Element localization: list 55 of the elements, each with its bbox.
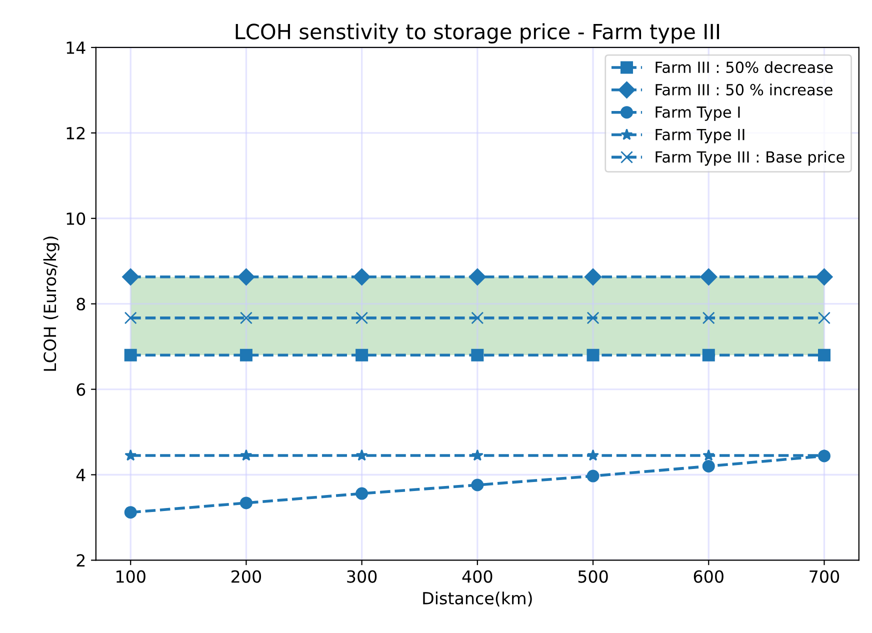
point — [816, 268, 833, 286]
point — [700, 268, 718, 286]
point — [587, 449, 600, 461]
point — [238, 268, 255, 286]
legend-label: Farm Type III : Base price — [656, 150, 844, 166]
point — [240, 496, 252, 510]
x-axis-title: Distance(km) — [423, 592, 532, 606]
point — [240, 348, 252, 362]
y-tick-label: 10 — [66, 212, 86, 225]
point — [240, 449, 252, 461]
y-tick-label: 2 — [76, 554, 85, 567]
point — [240, 312, 252, 324]
point — [471, 478, 484, 492]
y-axis-title: LCOH (Euros/kg) — [43, 236, 60, 371]
point — [586, 348, 600, 362]
x-tick-label: 400 — [462, 570, 492, 583]
point — [356, 449, 368, 461]
point — [702, 312, 715, 324]
legend-label: Farm III : 50 % increase — [656, 84, 832, 96]
legend-label: Farm Type II — [656, 128, 744, 144]
point — [702, 348, 715, 362]
point — [586, 312, 600, 324]
x-tick-label: 500 — [578, 570, 608, 583]
point — [468, 268, 486, 286]
point — [124, 506, 137, 519]
x-tick-label: 200 — [232, 570, 262, 583]
y-tick-label: 14 — [66, 42, 86, 54]
y-tick-label: 8 — [76, 298, 86, 310]
point — [356, 312, 368, 324]
point — [586, 470, 600, 482]
point — [353, 268, 370, 286]
x-tick-label: 600 — [694, 570, 724, 583]
x-tick-label: 700 — [810, 570, 840, 583]
point — [124, 312, 137, 324]
point — [471, 449, 484, 461]
point — [122, 268, 140, 286]
point — [702, 449, 715, 461]
point — [584, 268, 602, 286]
point — [471, 348, 484, 362]
point — [818, 312, 830, 324]
point — [124, 348, 137, 362]
chart-title: LCOH senstivity to storage price - Farm type III — [236, 23, 719, 44]
point — [356, 487, 368, 500]
legend-label: Farm III : 50% decrease — [656, 61, 833, 74]
point — [356, 348, 368, 362]
point — [471, 312, 484, 324]
point — [702, 460, 715, 472]
x-tick-label: 100 — [116, 570, 146, 583]
point — [124, 449, 137, 461]
y-tick-label: 4 — [76, 468, 86, 482]
y-tick-label: 12 — [66, 126, 85, 140]
y-tick-label: 6 — [76, 383, 86, 396]
x-tick-label: 300 — [347, 570, 377, 583]
legend-label: Farm Type I — [656, 106, 740, 121]
point — [818, 348, 830, 362]
